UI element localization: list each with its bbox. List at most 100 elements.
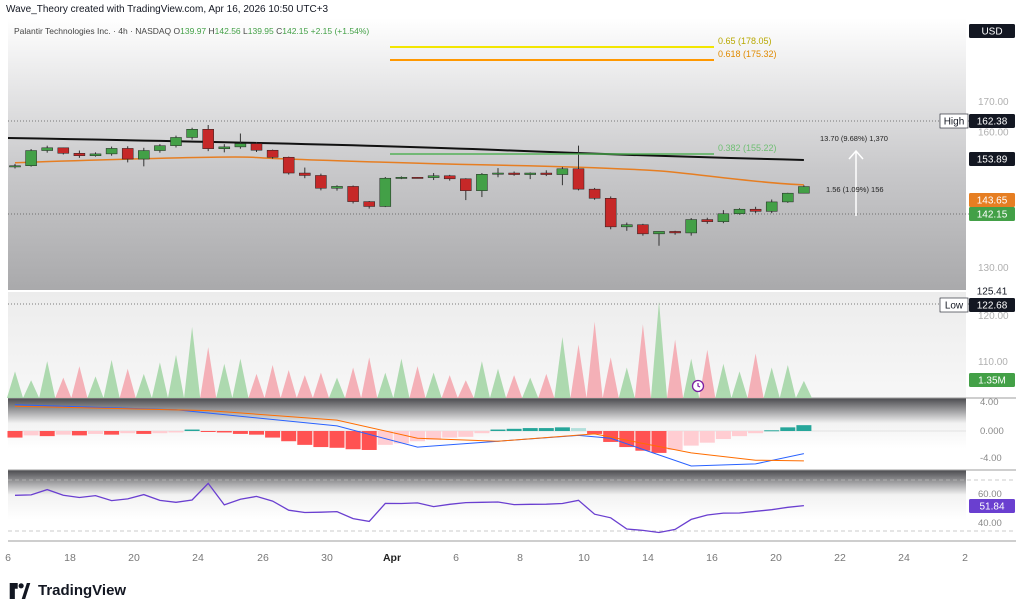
macd-histogram-bar [554,427,570,431]
candle-body [588,188,601,199]
volume-bar [667,339,684,398]
macd-histogram-bar [329,431,345,448]
volume-bar [55,377,72,398]
candle-body [798,186,810,194]
candle-body [685,219,697,234]
macd-histogram-bar [635,431,651,451]
macd-histogram-bar [571,428,586,431]
fib-level-label: 0.618 (175.32) [718,49,777,59]
candle-body [138,150,150,160]
macd-signal-line [14,405,804,462]
macd-histogram-bar [780,427,796,431]
price-badge-bg [969,114,1015,128]
price-badge-bg [969,207,1015,221]
candle-body [154,145,166,151]
volume-badge[interactable]: 1.35M [969,373,1015,387]
volume-bar [39,361,56,398]
candle-body [411,177,424,179]
macd-histogram-bar [136,431,152,434]
volume-bar [457,380,474,398]
macd-histogram-bar [88,431,103,434]
volume-bar [602,357,619,398]
alert-clock-icon[interactable] [691,379,705,393]
currency-badge-text: USD [981,27,1002,38]
rsi-axis-tick: 40.00 [978,518,1002,529]
volume-bar [151,362,168,398]
tradingview-brand[interactable]: TradingView [8,582,126,599]
macd-histogram-bar [522,428,538,431]
macd-histogram-bar [249,431,264,435]
price-badge[interactable]: 125.41 [969,284,1015,298]
macd-histogram-bar [104,431,120,435]
macd-histogram-bar [200,431,216,432]
rsi-badge-bg [969,499,1015,513]
volume-bar [618,367,635,398]
measure-label-upper: 13.70 (9.68%) 1,370 [820,134,888,143]
macd-axis-tick: 0.000 [980,426,1004,437]
candle-body [218,146,231,149]
price-axis-tick: 110.00 [978,357,1008,368]
price-badge-text: 162.38 [977,117,1008,128]
candle-body [363,201,375,207]
volume-bar [103,359,120,398]
candle-body [540,172,553,175]
macd-histogram-bar [603,431,619,442]
macd-histogram-bar [715,431,731,440]
time-axis-tick: 20 [770,552,782,564]
price-badge-bg [969,284,1015,298]
time-axis-tick: 16 [706,552,718,564]
candle-body [202,129,214,149]
volume-bar [71,366,88,398]
volume-bar [441,375,458,398]
price-badge[interactable]: 153.89 [969,152,1015,166]
price-badge-bg [969,152,1015,166]
time-axis-tick: 30 [321,552,333,564]
volume-bar [747,353,764,398]
macd-histogram-bar [265,431,281,438]
volume-bar [763,367,780,398]
candle-body [701,219,714,222]
price-badge-text: 153.89 [977,155,1008,166]
macd-histogram-bar [361,431,377,450]
macd-histogram-bar [506,428,522,431]
time-axis-tick: 24 [898,552,910,564]
fib-level-label: 0.382 (155.22) [718,143,777,153]
rsi-pane-bg [8,470,966,541]
volume-bar [23,380,40,398]
volume-bar [779,364,796,398]
volume-bar [506,375,523,398]
time-axis-tick: 26 [257,552,269,564]
candle-body [508,172,520,175]
macd-histogram-bar [796,425,812,431]
price-badge-text: 125.41 [977,287,1008,298]
candle-body [299,172,311,176]
rsi-line [14,482,804,534]
volume-bar [634,324,651,398]
rsi-badge[interactable]: 51.84 [969,499,1015,513]
macd-histogram-bar [232,431,248,434]
header-part: H [206,26,215,36]
volume-bar [393,358,410,398]
header-part: 142.15 [282,26,308,36]
volume-bar [216,363,233,398]
price-badge[interactable]: 122.68 [969,298,1015,312]
volume-badge-text: 1.35M [978,376,1006,387]
price-badge[interactable]: 143.65 [969,193,1015,207]
measure-arrow-head [848,149,864,160]
volume-bar [312,372,329,398]
candle-body [170,137,182,146]
currency-badge[interactable]: USD [969,24,1015,38]
volume-bar [570,344,587,398]
ma-black-line [7,137,804,161]
tradingview-logo-icon [9,582,31,599]
candle-body [556,168,569,175]
price-badge[interactable]: 162.38 [969,114,1015,128]
candle-body [765,201,778,212]
candle-body [89,153,102,156]
time-axis-tick: 6 [453,552,459,564]
macd-histogram-bar [168,431,184,433]
macd-histogram-bar [55,431,71,435]
price-badge[interactable]: 142.15 [969,207,1015,221]
candle-body [315,175,327,189]
